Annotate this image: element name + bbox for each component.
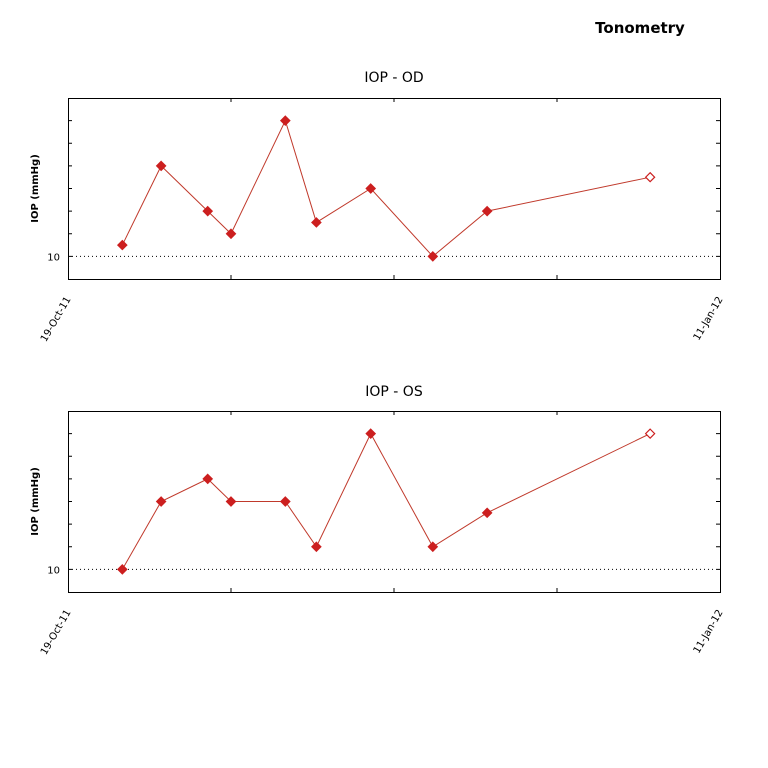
series-line <box>121 119 651 258</box>
x-tick-label: 19-Oct-11 <box>39 295 74 344</box>
plot-frame <box>68 411 721 593</box>
data-point <box>202 205 214 217</box>
chart-title: IOP - OD <box>364 70 423 86</box>
data-point <box>365 183 377 194</box>
chart-title: IOP - OS <box>365 384 423 400</box>
plot-frame <box>68 98 721 280</box>
data-point <box>279 496 291 507</box>
y-axis-label: IOP (mmHg) <box>30 154 41 223</box>
y-tick-label: 10 <box>47 565 60 576</box>
data-point <box>311 217 322 228</box>
data-point <box>202 473 214 485</box>
data-point <box>427 251 439 262</box>
data-point <box>225 496 237 507</box>
data-point <box>225 228 237 240</box>
data-point <box>481 205 493 217</box>
series-line <box>121 432 651 570</box>
data-point <box>155 496 167 507</box>
data-point <box>155 160 167 172</box>
x-tick-label: 11-Jan-12 <box>692 295 726 343</box>
data-point <box>279 115 291 126</box>
data-point <box>481 507 493 519</box>
x-tick-label: 19-Oct-11 <box>39 608 74 657</box>
chart-od: IOP - OD 10 IOP (mmHg) 19-Oct-11 11-Jan-12 <box>30 70 726 344</box>
page-title: Tonometry <box>595 19 685 37</box>
data-point <box>116 564 128 575</box>
data-point-open <box>644 171 656 183</box>
y-axis-label: IOP (mmHg) <box>30 467 41 536</box>
x-tick-label: 11-Jan-12 <box>692 608 726 656</box>
chart-os: IOP - OS 10 IOP (mmHg) 19-Oct-11 11-Jan-12 <box>30 384 726 657</box>
data-point <box>365 428 377 439</box>
data-point <box>427 541 439 553</box>
y-tick-label: 10 <box>47 252 60 263</box>
data-point <box>116 239 128 251</box>
data-point-open <box>644 428 656 439</box>
data-point <box>311 541 322 553</box>
